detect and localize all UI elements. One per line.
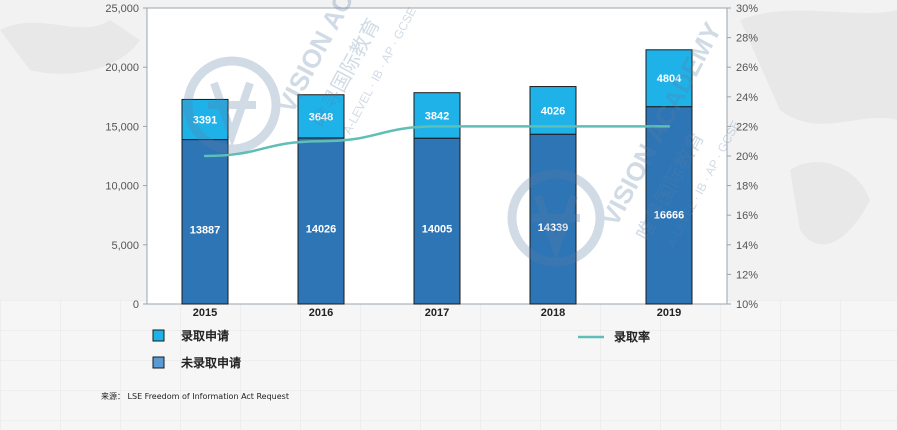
bar-label-admitted: 4804 [657,73,682,85]
y2-tick-label: 28% [736,33,758,45]
y2-tick-label: 10% [736,299,758,311]
legend-label: 录取申请 [181,328,229,343]
rate-point [203,154,207,158]
y-tick-label: 20,000 [105,62,139,74]
bars: 13887 3391 14026 3648 14005 3842 14339 4026 1666… [181,49,693,305]
watermark-logo-ring [183,56,281,154]
rate-line [203,125,671,158]
bar-admitted [297,94,345,139]
y2-tick-label: 12% [736,269,758,281]
y2-tick-label: 22% [736,121,758,133]
x-tick-label: 2017 [425,307,449,319]
bar-admitted [181,98,229,141]
floor-texture [0,300,897,430]
watermark-logo-ring [507,169,605,267]
bar-label-admitted: 4026 [541,105,565,117]
y-tick-label: 0 [133,299,139,311]
bar-label-not-admitted: 14026 [306,224,337,236]
axes: 0 5,000 10,000 15,000 20,000 25,000 10% 12% 14% 1… [105,3,758,319]
y2-tick-label: 16% [736,210,758,222]
bar-not-admitted [413,137,461,305]
x-tick-label: 2018 [541,307,565,319]
y2-tick-label: 20% [736,151,758,163]
rate-point [435,125,439,128]
y-tick-label: 15,000 [105,121,139,133]
bar-label-admitted: 3391 [193,115,217,127]
bar-not-admitted [297,137,345,305]
bar-not-admitted [181,139,229,305]
x-tick-label: 2015 [193,307,217,319]
bar-label-not-admitted: 14005 [422,224,453,236]
bar-label-not-admitted: 13887 [190,224,221,236]
rate-point [319,140,323,143]
y2-tick-label: 24% [736,92,758,104]
rate-point [551,125,555,128]
watermark-logo-mark [532,194,580,261]
bar-label-admitted: 3842 [425,110,449,122]
rate-point [667,125,671,128]
source-note: 来源： LSE Freedom of Information Act Reque… [101,392,289,401]
bar-label-not-admitted: 16666 [654,209,685,221]
watermark-logo-mark [208,81,256,148]
x-tick-label: 2016 [309,307,333,319]
y-tick-label: 25,000 [105,3,139,15]
bar-admitted [413,92,461,139]
bar-admitted [645,49,693,108]
legend-label: 录取率 [614,329,650,344]
legend-swatch [152,329,165,342]
y2-tick-label: 14% [736,240,758,252]
legend-swatch [152,356,165,369]
y2-tick-label: 26% [736,62,758,74]
bar-label-not-admitted: 14339 [538,222,569,234]
y2-tick-label: 30% [736,3,758,15]
y-tick-label: 5,000 [111,240,139,252]
x-tick-label: 2019 [657,307,681,319]
bar-not-admitted [645,106,693,305]
bar-label-admitted: 3648 [309,111,333,123]
world-map-decoration [0,10,897,245]
legend-label: 未录取申请 [180,355,241,370]
y-tick-label: 10,000 [105,181,139,193]
y2-tick-label: 18% [736,181,758,193]
